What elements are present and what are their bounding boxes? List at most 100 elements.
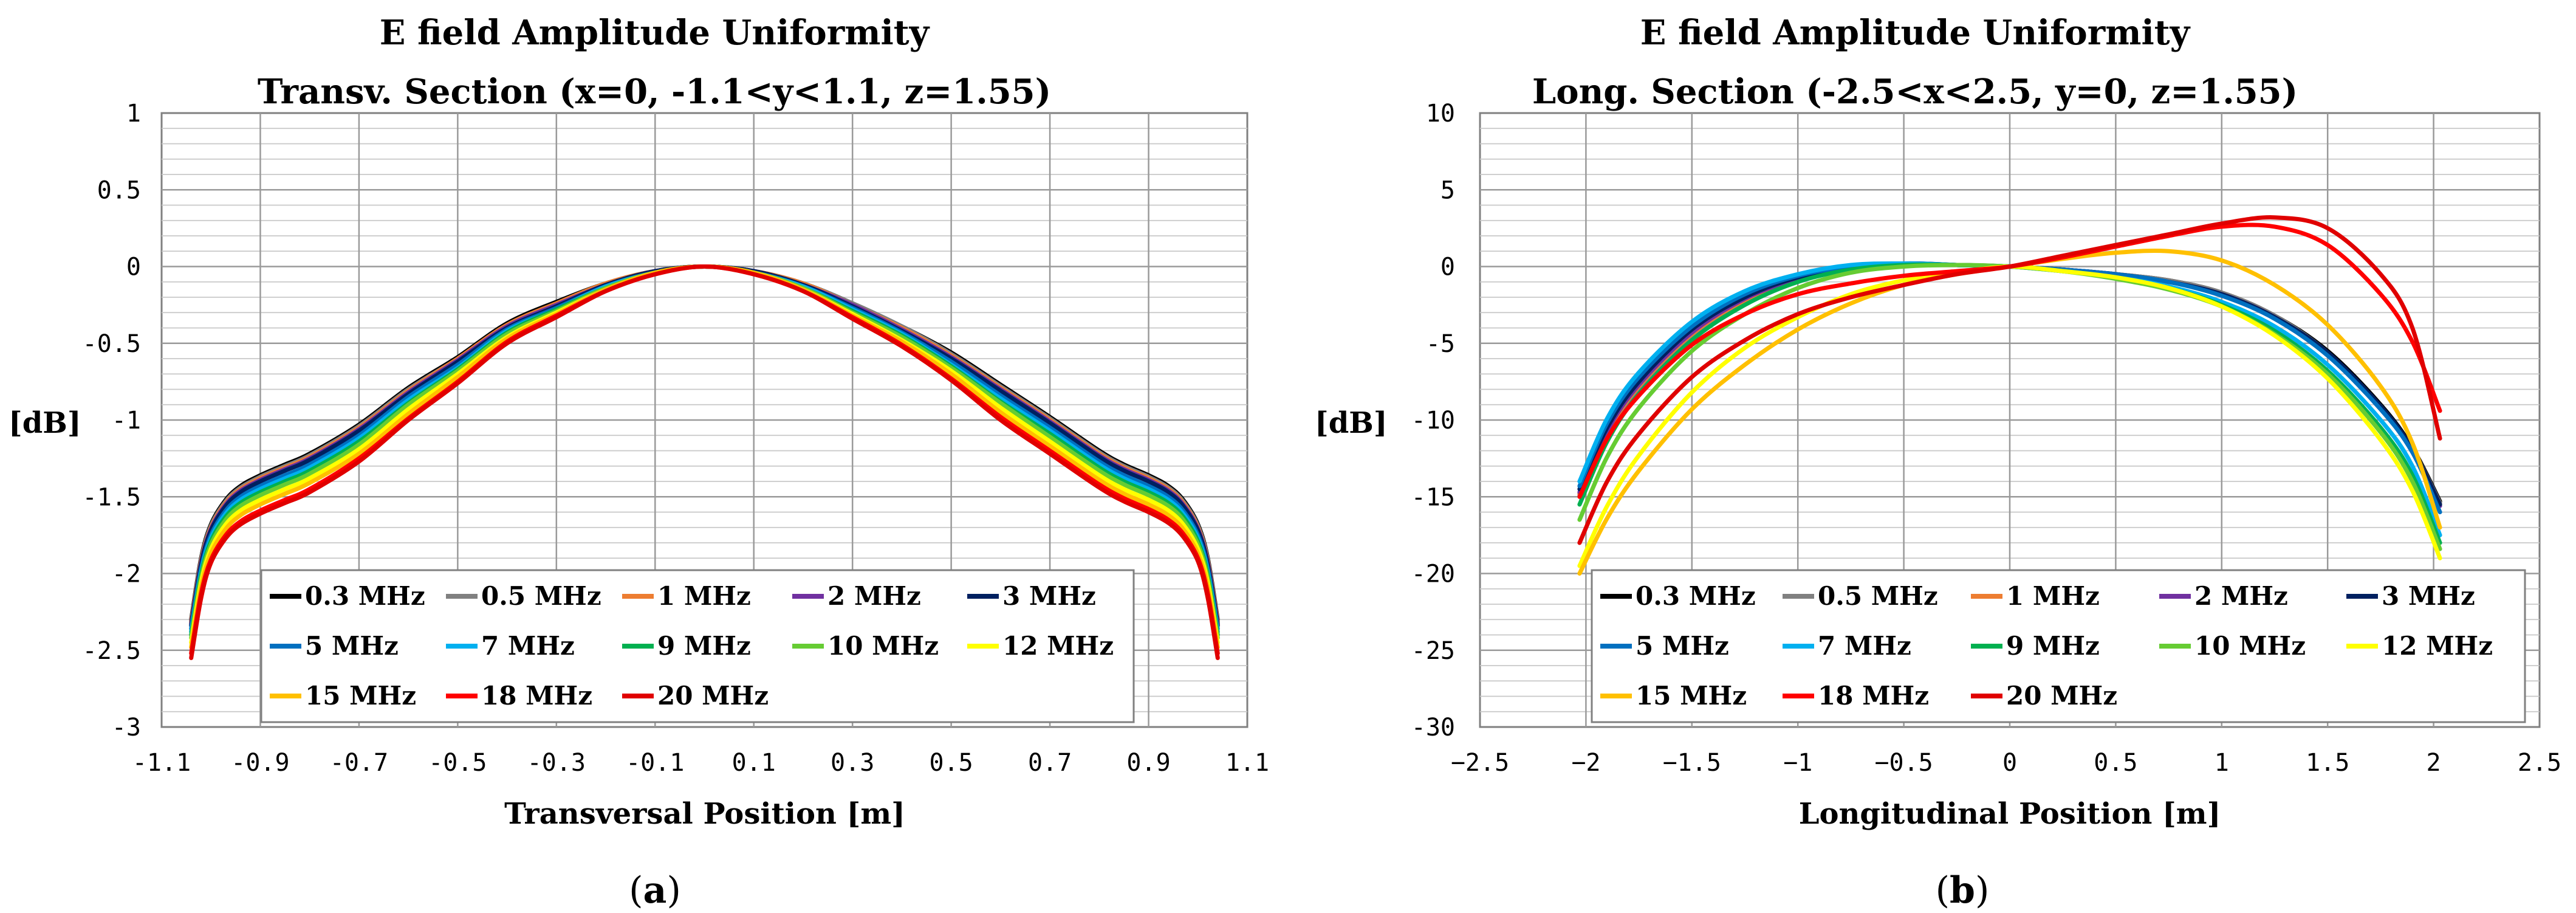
chart-a-y-tick-label: -0.5: [83, 330, 141, 358]
chart-b-legend-label: 20 MHz: [2006, 681, 2117, 711]
chart-a-legend-item: 12 MHz: [967, 631, 1114, 661]
chart-panel-a: E field Amplitude Uniformity Transv. Sec…: [9, 13, 1269, 912]
chart-a-y-tick-label: -1.5: [83, 483, 141, 511]
chart-b-legend-label: 3 MHz: [2382, 581, 2475, 611]
chart-b-y-axis-label: [dB]: [1315, 406, 1388, 440]
chart-b-legend-item: 18 MHz: [1783, 681, 1929, 711]
chart-b-legend-item: 15 MHz: [1600, 681, 1747, 711]
chart-a-legend-item: 9 MHz: [622, 631, 751, 661]
chart-a-x-tick-label: -0.3: [527, 749, 586, 777]
chart-b-legend-item: 0.3 MHz: [1600, 581, 1756, 611]
chart-b-x-tick-labels: −2.5 −2 −1.5 −1 −0.5 0 0.5 1 1.5 2 2.5: [1451, 749, 2561, 777]
chart-b-y-tick-label: -15: [1411, 483, 1455, 511]
chart-a-legend-item: 10 MHz: [792, 631, 939, 661]
chart-a-legend-label: 0.5 MHz: [481, 581, 601, 611]
chart-b-y-tick-label: -30: [1411, 714, 1455, 742]
chart-a-y-tick-label: 0: [126, 253, 141, 281]
chart-a-x-tick-labels: -1.1 -0.9 -0.7 -0.5 -0.3 -0.1 0.1 0.3 0.5 0.7 0.9 1…: [132, 749, 1269, 777]
chart-a-x-tick-label: 0.3: [831, 749, 874, 777]
chart-b-y-tick-label: -25: [1411, 637, 1455, 665]
panel-label-a: (a): [629, 869, 681, 912]
chart-a-legend-label: 1 MHz: [657, 581, 751, 611]
chart-a-legend-label: 12 MHz: [1002, 631, 1114, 661]
chart-a-legend-label: 3 MHz: [1002, 581, 1096, 611]
chart-b-y-tick-label: 10: [1426, 100, 1455, 128]
chart-a-legend-label: 7 MHz: [481, 631, 575, 661]
chart-b-x-tick-label: 0: [2002, 749, 2017, 777]
chart-b-x-tick-label: −1: [1783, 749, 1812, 777]
chart-a-y-tick-label: 1: [126, 100, 141, 128]
chart-a-legend-item: 3 MHz: [967, 581, 1096, 611]
chart-a-legend-item: 0.5 MHz: [446, 581, 601, 611]
chart-b-x-tick-label: −1.5: [1663, 749, 1721, 777]
chart-b-legend-label: 0.5 MHz: [1818, 581, 1938, 611]
chart-b-legend-label: 12 MHz: [2382, 631, 2493, 661]
chart-a-legend: 0.3 MHz 0.5 MHz 1 MHz 2 MHz 3 MHz 5 MHz 7 MHz 9…: [260, 569, 1135, 723]
chart-a-legend-item: 1 MHz: [622, 581, 751, 611]
chart-a-y-tick-label: -2: [112, 560, 141, 588]
chart-a-x-tick-label: -0.7: [330, 749, 388, 777]
chart-b-title-line2: Long. Section (-2.5<x<2.5, y=0, z=1.55): [1532, 72, 2298, 112]
chart-a-legend-item: 5 MHz: [270, 631, 399, 661]
chart-a-y-tick-label: -1: [112, 407, 141, 435]
chart-a-y-tick-label: -3: [112, 714, 141, 742]
chart-a-x-tick-label: 0.1: [732, 749, 776, 777]
chart-b-x-tick-label: −2: [1571, 749, 1600, 777]
chart-b-legend-label: 10 MHz: [2194, 631, 2306, 661]
chart-b-legend-label: 1 MHz: [2006, 581, 2100, 611]
chart-a-x-tick-label: -0.9: [231, 749, 289, 777]
chart-b-x-tick-label: 2.5: [2518, 749, 2561, 777]
chart-b-legend-label: 7 MHz: [1818, 631, 1911, 661]
chart-b-x-tick-label: −2.5: [1451, 749, 1509, 777]
chart-panel-b: E field Amplitude Uniformity Long. Secti…: [1315, 13, 2561, 912]
chart-b-legend: 0.3 MHz 0.5 MHz 1 MHz 2 MHz 3 MHz 5 MHz 7 MHz 9…: [1591, 569, 2526, 723]
chart-a-legend-item: 15 MHz: [270, 681, 416, 711]
chart-a-series-lines: [189, 264, 1220, 660]
chart-a-legend-item: 2 MHz: [792, 581, 921, 611]
chart-a-legend-label: 5 MHz: [305, 631, 399, 661]
chart-b-legend-label: 2 MHz: [2194, 581, 2288, 611]
chart-a-legend-label: 15 MHz: [305, 681, 416, 711]
chart-b-legend-label: 0.3 MHz: [1636, 581, 1756, 611]
chart-b-legend-item: 7 MHz: [1783, 631, 1911, 661]
chart-a-x-tick-label: -0.1: [626, 749, 684, 777]
chart-b-y-tick-labels: -30 -25 -20 -15 -10 -5 0 5 10: [1411, 100, 1455, 742]
chart-a-x-tick-label: -1.1: [132, 749, 191, 777]
chart-b-x-axis-label: Longitudinal Position [m]: [1799, 797, 2221, 831]
chart-b-legend-item: 10 MHz: [2159, 631, 2306, 661]
chart-b-legend-item: 12 MHz: [2346, 631, 2493, 661]
chart-b-legend-label: 18 MHz: [1818, 681, 1929, 711]
chart-a-legend-label: 2 MHz: [827, 581, 921, 611]
chart-a-x-tick-label: 0.7: [1028, 749, 1072, 777]
chart-a-y-axis-label: [dB]: [9, 406, 81, 440]
chart-b-x-tick-label: 2: [2427, 749, 2441, 777]
chart-a-legend-label: 9 MHz: [657, 631, 751, 661]
chart-b-series-line-20-mhz: [1577, 215, 2442, 545]
chart-b-y-tick-label: 0: [1440, 253, 1455, 281]
chart-b-legend-item: 9 MHz: [1971, 631, 2100, 661]
chart-a-legend-item: 20 MHz: [622, 681, 769, 711]
chart-a-x-tick-label: 1.1: [1225, 749, 1269, 777]
chart-a-legend-item: 7 MHz: [446, 631, 575, 661]
chart-a-x-tick-label: 0.9: [1126, 749, 1170, 777]
chart-b-legend-item: 3 MHz: [2346, 581, 2475, 611]
chart-a-legend-label: 20 MHz: [657, 681, 769, 711]
chart-a-title-line1: E field Amplitude Uniformity: [380, 13, 930, 53]
chart-b-y-tick-label: -5: [1426, 330, 1455, 358]
chart-a-legend-item: 18 MHz: [446, 681, 592, 711]
chart-a-y-tick-label: 0.5: [97, 176, 141, 204]
chart-b-y-tick-label: -10: [1411, 407, 1455, 435]
chart-a-legend-item: 0.3 MHz: [270, 581, 425, 611]
chart-a-y-tick-label: -2.5: [83, 637, 141, 665]
chart-a-x-tick-label: -0.5: [428, 749, 487, 777]
chart-a-x-tick-label: 0.5: [930, 749, 973, 777]
chart-b-legend-label: 5 MHz: [1636, 631, 1729, 661]
chart-b-x-tick-label: 1: [2215, 749, 2229, 777]
chart-a-series-line-20-mhz: [189, 264, 1220, 660]
chart-b-series-lines: [1577, 215, 2442, 576]
chart-b-x-tick-label: 1.5: [2306, 749, 2349, 777]
chart-a-title-line2: Transv. Section (x=0, -1.1<y<1.1, z=1.55…: [258, 72, 1051, 112]
chart-b-legend-item: 20 MHz: [1971, 681, 2117, 711]
chart-b-y-tick-label: 5: [1440, 176, 1455, 204]
